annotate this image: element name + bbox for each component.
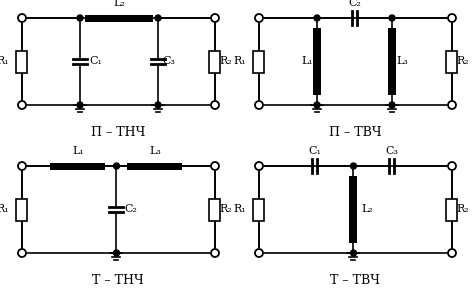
Text: R₂: R₂ [219, 57, 232, 66]
Circle shape [18, 162, 26, 170]
Circle shape [18, 14, 26, 22]
Bar [313, 28, 321, 95]
Text: L₃: L₃ [149, 146, 161, 156]
Circle shape [255, 14, 263, 22]
Circle shape [389, 102, 395, 108]
Text: R₁: R₁ [233, 57, 246, 66]
Circle shape [448, 101, 456, 109]
Circle shape [255, 249, 263, 257]
Bar [85, 14, 153, 22]
Circle shape [113, 163, 119, 169]
Bar [17, 50, 27, 73]
Text: П – ΤВЧ: П – ΤВЧ [329, 127, 381, 140]
Bar [210, 199, 220, 220]
Bar [17, 199, 27, 220]
Circle shape [155, 15, 161, 21]
Text: R₁: R₁ [0, 57, 9, 66]
Text: R₂: R₂ [456, 204, 469, 214]
Text: L₃: L₃ [396, 57, 408, 66]
Text: C₁: C₁ [309, 146, 321, 156]
Text: L₂: L₂ [113, 0, 125, 8]
Circle shape [77, 15, 83, 21]
Text: Т – ΤНЧ: Т – ΤНЧ [92, 275, 144, 288]
Circle shape [448, 249, 456, 257]
Text: R₁: R₁ [0, 204, 9, 214]
Bar [447, 199, 457, 220]
Bar [388, 28, 396, 95]
Text: L₁: L₁ [301, 57, 313, 66]
Text: R₂: R₂ [219, 204, 232, 214]
Text: L₂: L₂ [362, 204, 373, 214]
Circle shape [211, 101, 219, 109]
Bar [254, 50, 264, 73]
Text: П – ΤНЧ: П – ΤНЧ [91, 127, 145, 140]
Bar [349, 176, 357, 243]
Circle shape [314, 15, 320, 21]
Text: R₂: R₂ [456, 57, 469, 66]
Circle shape [77, 102, 83, 108]
Circle shape [448, 14, 456, 22]
Circle shape [18, 101, 26, 109]
Text: C₃: C₃ [162, 57, 175, 66]
Circle shape [314, 102, 320, 108]
Text: C₂: C₂ [348, 0, 361, 8]
Bar [447, 50, 457, 73]
Circle shape [18, 249, 26, 257]
Bar [128, 163, 182, 170]
Circle shape [155, 102, 161, 108]
Text: R₁: R₁ [233, 204, 246, 214]
Circle shape [113, 250, 119, 256]
Circle shape [211, 249, 219, 257]
Circle shape [389, 15, 395, 21]
Bar [51, 163, 106, 170]
Circle shape [255, 101, 263, 109]
Text: Т – ΤВЧ: Т – ΤВЧ [330, 275, 380, 288]
Circle shape [211, 162, 219, 170]
Text: C₂: C₂ [125, 204, 137, 214]
Text: C₃: C₃ [385, 146, 399, 156]
Text: L₁: L₁ [72, 146, 84, 156]
Bar [210, 50, 220, 73]
Circle shape [448, 162, 456, 170]
Bar [254, 199, 264, 220]
Text: C₁: C₁ [89, 57, 102, 66]
Circle shape [255, 162, 263, 170]
Circle shape [211, 14, 219, 22]
Circle shape [350, 163, 356, 169]
Circle shape [350, 250, 356, 256]
